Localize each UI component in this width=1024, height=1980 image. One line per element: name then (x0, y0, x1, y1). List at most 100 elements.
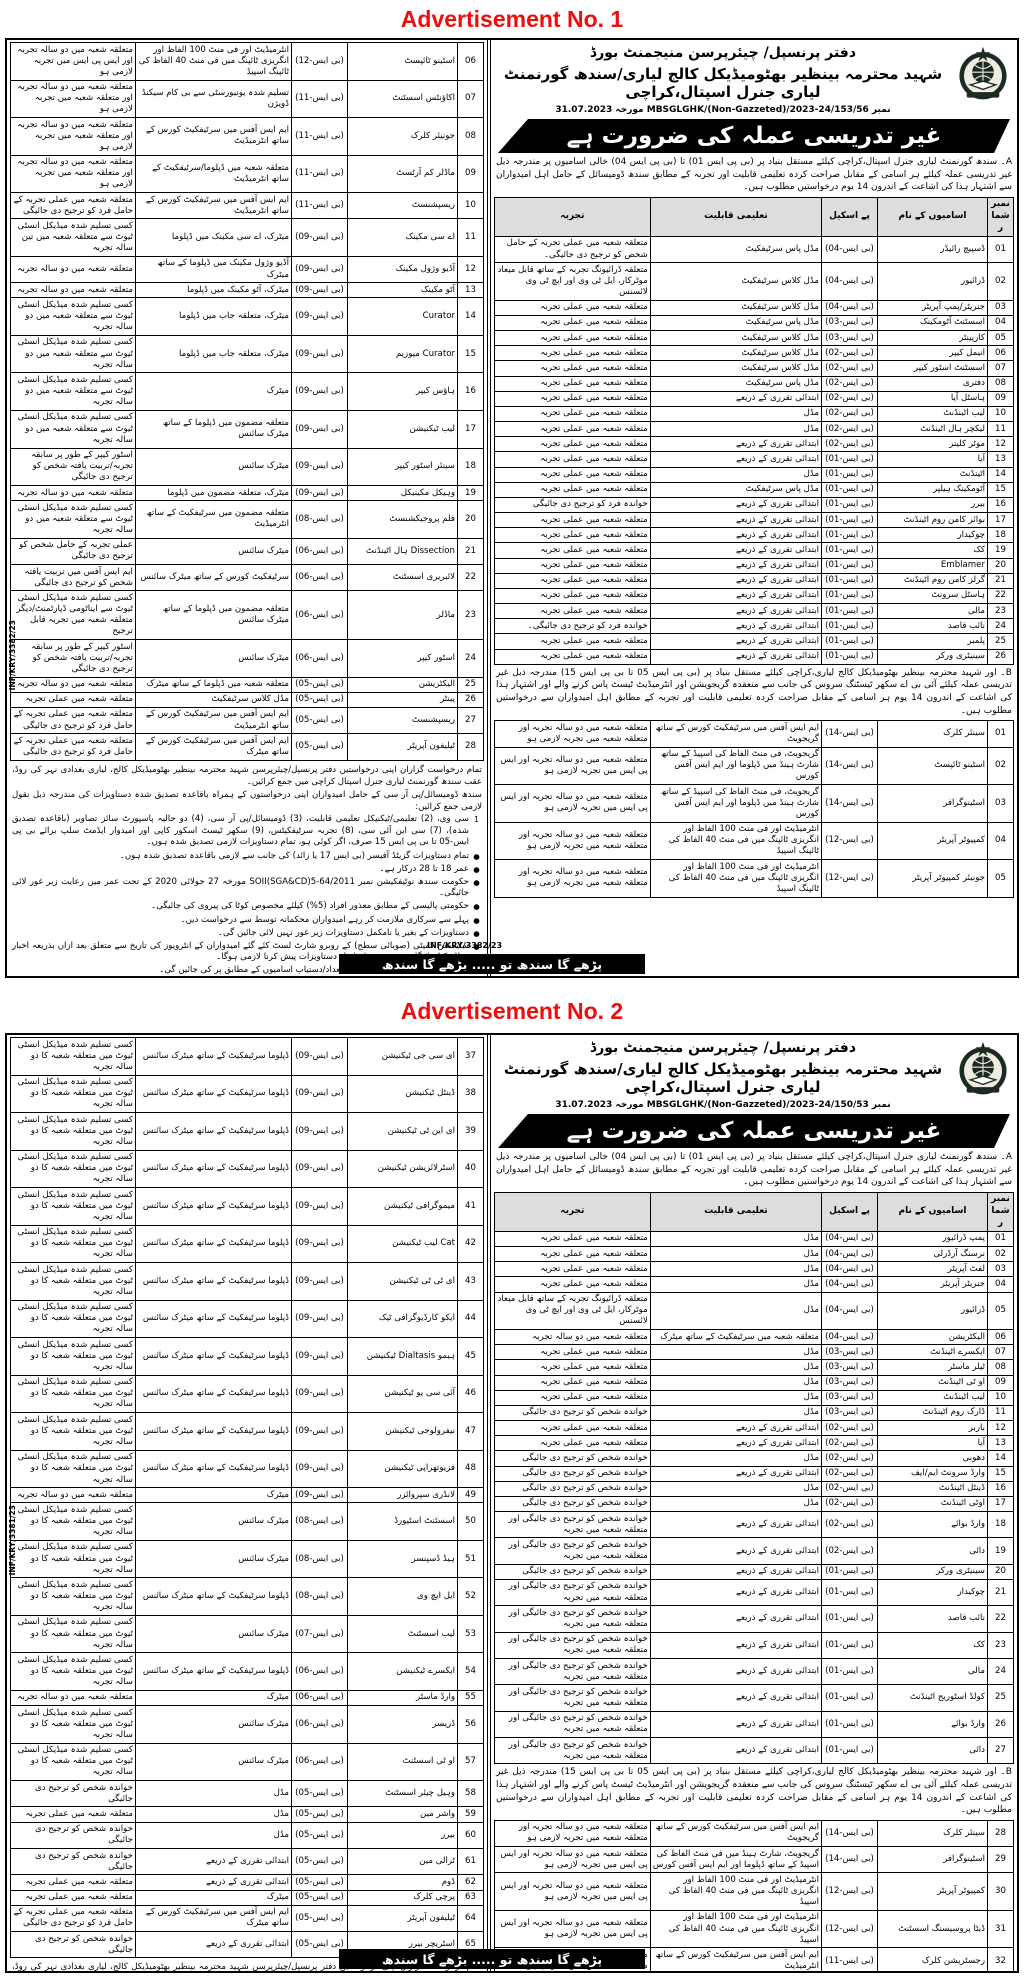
condition-text: تمام دستاویزات گزیٹڈ آفیسر (بی ایس 17 یا… (119, 850, 469, 861)
cell-exp: خواندہ شخص کو ترجیح دی جائیگی اور متعلقہ… (494, 1737, 651, 1765)
cell-qual: ڈپلوما سرٹیفکیٹ کے ساتھ میٹرک سائنس (134, 1187, 293, 1226)
cell-scale: (بی ایس-14) (821, 784, 878, 823)
cell-scale: (بی ایس-01) (821, 557, 878, 574)
cell-post: سینیٹری ورکر (877, 648, 988, 665)
cell-qual: ڈپلوما سرٹیفکیٹ کے ساتھ میٹرک سائنس (134, 1412, 293, 1451)
cell-post: کمپیوٹر آپریٹر (877, 1872, 988, 1911)
cell-no: 20 (987, 1563, 1014, 1580)
vacancy-row: 02 نرسنگ آرڈرلی (بی ایس-04) مڈل متعلقہ شعبہ … (494, 1246, 1014, 1263)
vacancy-row: 22 نائب قاصد (بی ایس-01) ابتدائی تقرری کے ذ… (494, 1605, 1014, 1633)
vacancy-row: 18 وارڈ بوائے (بی ایس-02) ابتدائی تقرری کے … (494, 1511, 1014, 1539)
cell-exp: متعلقہ شعبہ میں دو سالہ تجربہ اور ایس پی… (494, 1909, 651, 1949)
cell-exp: کسی تسلیم شدہ میڈیکل انسٹی ٹیوٹ میں متعل… (10, 1539, 136, 1579)
table-header-row: نمبر شمار اسامیوں کے نام پے اسکیل تعلیمی قا… (494, 1191, 1014, 1232)
cell-qual: مڈل پاس سرٹیفکیٹ (649, 314, 823, 332)
ad2-reference-number: نمبر MBSGLGHK/(Non-Gazzeted)/2023-24/150… (555, 1100, 891, 1110)
vacancy-row: 11 اے سی مکینک (بی ایس-09) میٹرک، اے سی مکی… (10, 218, 484, 257)
vacancy-row: 06 اسٹینو ٹائپسٹ (بی ایس-12) انٹرمیڈیٹ اور … (10, 42, 484, 81)
condition-text: عمر 18 تا 28 درکار ہے۔ (379, 863, 469, 874)
cell-scale: (بی ایس-06) (291, 1742, 348, 1782)
vacancy-row: 20 فلم پروجیکشنسٹ (بی ایس-08) متعلقہ مضمون … (10, 500, 484, 539)
vacancy-row: 10 لیب اٹینڈنٹ (بی ایس-02) مڈل متعلقہ شعبہ م… (494, 405, 1014, 423)
cell-scale: (بی ایس-01) (821, 542, 878, 559)
institution-title: شہید محترمہ بینظیر بھٹومیڈیکل کالج لیاری… (503, 1060, 943, 1096)
cell-post: Curator (347, 297, 458, 336)
advertisement-1: دفتر پرنسپل/ چیئرپرسن منیجمنٹ بورڈ شہید … (5, 38, 1019, 978)
vacancy-row: 64 ٹیلیفون آپریٹر (بی ایس-05) ایم ایس آفس م… (10, 1904, 484, 1933)
cell-scale: (بی ایس-12) (821, 1872, 878, 1911)
cell-exp: کسی تسلیم شدہ میڈیکل انسٹی ٹیوٹ میں متعل… (10, 1705, 136, 1744)
ad2-table-b-left: 37 ای سی جی ٹیکنیشن (بی ایس-09) ڈپلوما سرٹی… (10, 1037, 484, 1959)
cell-exp: کسی تسلیم شدہ میڈیکل انسٹی ٹیوٹ میں متعل… (10, 1112, 136, 1151)
ad1-header-lines: دفتر پرنسپل/ چیئرپرسن منیجمنٹ بورڈ شہید … (496, 45, 950, 115)
vacancy-row: 14 Curator (بی ایس-09) میٹرک، متعلقہ جاب می… (10, 297, 484, 336)
cell-no: 10 (457, 192, 484, 220)
cell-post: ای سی جی ٹیکنیشن (347, 1037, 458, 1076)
cell-scale: (بی ایس-03) (821, 1404, 878, 1422)
cell-qual: مڈل (649, 1495, 823, 1513)
cell-post: کمپیوٹر آپریٹر (877, 821, 988, 861)
cell-qual: ڈپلوما سرٹیفکیٹ کے ساتھ میٹرک سائنس (134, 1299, 293, 1339)
cell-exp: متعلقہ شعبہ میں عملی تجربہ (494, 405, 651, 423)
cell-no: 46 (457, 1374, 484, 1414)
cell-no: 01 (987, 720, 1014, 748)
cell-exp: متعلقہ شعبہ میں دو سالہ تجربہ اور متعلقہ… (494, 720, 651, 748)
cell-exp: خواندہ شخص کو ترجیح دی جائیگی اور متعلقہ… (494, 1631, 651, 1660)
advertisement-2: دفتر پرنسپل/ چیئرپرسن منیجمنٹ بورڈ شہید … (5, 1033, 1019, 1973)
cell-post: فزیوتھراپی ٹیکنیشن (347, 1449, 458, 1489)
cell-exp: خواندہ شخص کو ترجیح دی جائیگی اور متعلقہ… (494, 1511, 651, 1539)
cell-scale: (بی ایس-05) (291, 733, 348, 761)
cell-exp: کسی تسلیم شدہ میڈیکل انسٹی ٹیوٹ میں متعل… (10, 1224, 136, 1264)
cell-exp: خواندہ شخص کو ترجیح دی جائیگی (494, 1465, 651, 1482)
cell-no: 01 (987, 235, 1014, 264)
cell-no: 52 (457, 1577, 484, 1616)
cell-exp: کسی تسلیم شدہ میڈیکل انسٹی ٹیوٹ میں متعل… (10, 1299, 136, 1339)
cell-post: ہاسٹل آیا (877, 390, 988, 407)
cell-post: اوٹی اٹینڈنٹ (877, 1495, 988, 1513)
cell-exp: متعلقہ شعبہ میں عملی تجربہ (494, 587, 651, 605)
cell-exp: کسی تسلیم شدہ میڈیکل انسٹی ٹیوٹ میں متعل… (10, 1262, 136, 1301)
vacancy-row: 19 دائی (بی ایس-02) ابتدائی تقرری کے ذریعے خ… (494, 1537, 1014, 1565)
cell-exp: متعلقہ شعبہ میں عملی تجربہ (494, 1389, 651, 1406)
cell-scale: (بی ایس-02) (821, 345, 878, 362)
cell-qual: مڈل کلاس سرٹیفکیٹ (649, 299, 823, 316)
cell-qual: ڈپلوما سرٹیفکیٹ کے ساتھ میٹرک سائنس (134, 1112, 293, 1151)
cell-no: 58 (457, 1780, 484, 1808)
vacancy-row: 55 وارڈ ماسٹر (بی ایس-06) میٹرک متعلقہ شعبہ … (10, 1689, 484, 1707)
cell-exp: متعلقہ شعبہ میں عملی تجربہ (494, 314, 651, 332)
cell-no: 56 (457, 1705, 484, 1744)
cell-post: جنریٹر آپریٹر (877, 1276, 988, 1293)
vacancy-row: 24 اسٹور کیپر (بی ایس-06) میٹرک سائنس اسٹور … (10, 639, 484, 678)
cell-scale: (بی ایس-05) (291, 1904, 348, 1933)
cell-post: وہیل چیئر اسسٹنٹ (347, 1780, 458, 1808)
cell-no: 40 (457, 1149, 484, 1189)
vacancy-row: 01 سینئر کلرک (بی ایس-14) ایم ایس آفس میں س… (494, 720, 1014, 748)
cell-scale: (بی ایس-04) (821, 299, 878, 316)
cell-exp: متعلقہ شعبہ میں عملی تجربہ (494, 512, 651, 529)
cell-scale: (بی ایس-05) (291, 1931, 348, 1959)
cell-exp: متعلقہ شعبہ میں عملی تجربہ (494, 557, 651, 574)
cell-scale: (بی ایس-09) (291, 297, 348, 336)
cell-post: لیکچر ہال اٹینڈنٹ (877, 421, 988, 438)
cell-scale: (بی ایس-01) (821, 1710, 878, 1739)
cell-exp: متعلقہ شعبہ میں عملی تجربہ (494, 1230, 651, 1248)
cell-post: ماڈلر (347, 590, 458, 641)
cell-exp: متعلقہ شعبہ میں دو سالہ تجربہ (10, 282, 136, 299)
cell-exp: متعلقہ شعبہ میں دو سالہ تجربہ اور ایس پی… (10, 42, 136, 81)
cell-scale: (بی ایس-01) (821, 587, 878, 605)
vacancy-row: 23 ماڈلر (بی ایس-06) متعلقہ مضمون میں ڈپلوم… (10, 590, 484, 641)
cell-exp: متعلقہ شعبہ میں دو سالہ تجربہ اور متعلقہ… (10, 154, 136, 194)
cell-exp: کسی تسلیم شدہ میڈیکل انسٹی ٹیوٹ میں متعل… (10, 1074, 136, 1114)
vacancy-row: 30 کمپیوٹر آپریٹر (بی ایس-12) انٹرمیڈیٹ اور… (494, 1872, 1014, 1911)
condition-item: ● حکومتی پالیسی کے مطابق معذور افراد (5%)… (10, 901, 484, 913)
cell-post: Cat لیب ٹیکنیشن (347, 1224, 458, 1264)
cell-exp: متعلقہ شعبہ میں عملی تجربہ (494, 390, 651, 407)
condition-text: پہلے سے سرکاری ملازمت کر رہے امیدواران م… (180, 914, 469, 925)
cell-no: 19 (457, 485, 484, 502)
cell-no: 30 (987, 1872, 1014, 1911)
vacancy-row: 17 لیب ٹیکنیشن (بی ایس-09) متعلقہ مضمون میں… (10, 409, 484, 449)
cell-post: دفتری (877, 375, 988, 392)
cell-no: 17 (987, 512, 1014, 529)
cell-post: مالی (877, 603, 988, 620)
ad1-inf-number-vertical: INF/KRY/3382/23 (8, 620, 17, 691)
